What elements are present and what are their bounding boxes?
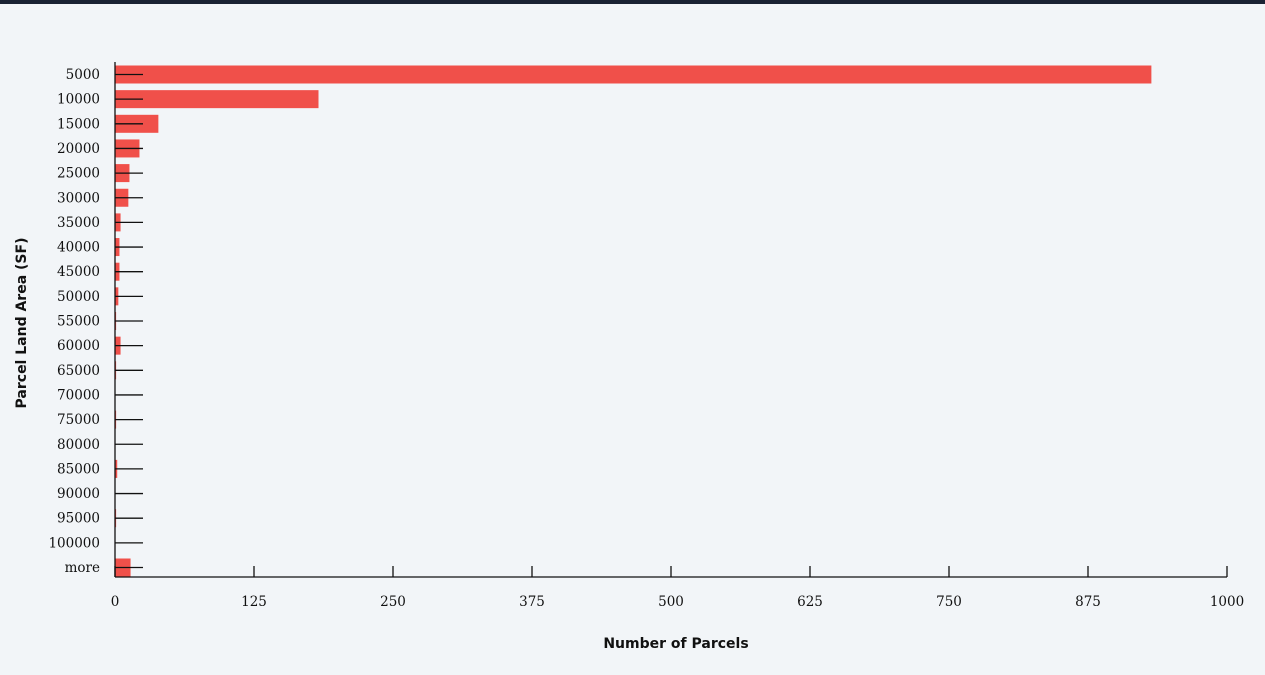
top-border (0, 0, 1265, 4)
x-tick-labels: 0 125 250 375 500 625 750 875 1000 (111, 594, 1244, 610)
y-tick-label: 50000 (57, 289, 100, 305)
y-axis-title: Parcel Land Area (SF) (14, 238, 30, 409)
x-tick-label: 250 (380, 594, 406, 610)
y-tick-label: 80000 (57, 437, 100, 453)
bar (115, 65, 1152, 84)
x-tick-label: 750 (936, 594, 962, 610)
y-tick-label: 60000 (57, 338, 100, 354)
y-tick-label: 25000 (57, 166, 100, 182)
y-tick-label: 75000 (57, 412, 100, 428)
y-tick-label: 45000 (57, 264, 100, 280)
y-tick-label: 95000 (57, 511, 100, 527)
y-tick-label: more (65, 560, 100, 576)
y-tick-label: 10000 (57, 92, 100, 108)
y-tick-label: 70000 (57, 387, 100, 403)
x-tick-label: 500 (658, 594, 684, 610)
bar (115, 90, 319, 109)
y-tick-label: 20000 (57, 141, 100, 157)
y-tick-label: 100000 (48, 535, 100, 551)
bars-group (115, 65, 1152, 577)
y-tick-label: 30000 (57, 190, 100, 206)
y-tick-label: 85000 (57, 461, 100, 477)
y-tick-label: 90000 (57, 486, 100, 502)
x-tick-marks (114, 566, 1228, 577)
x-tick-label: 625 (797, 594, 823, 610)
x-tick-label: 875 (1075, 594, 1101, 610)
x-tick-label: 0 (111, 594, 120, 610)
y-tick-label: 65000 (57, 363, 100, 379)
y-tick-label: 15000 (57, 116, 100, 132)
x-tick-label: 125 (241, 594, 267, 610)
y-tick-marks (115, 73, 143, 569)
y-tick-label: 5000 (66, 67, 100, 83)
y-tick-labels: 5000 10000 15000 20000 25000 30000 35000 40000 4… (48, 67, 100, 576)
x-axis-title: Number of Parcels (603, 636, 748, 652)
y-tick-label: 40000 (57, 240, 100, 256)
y-tick-label: 35000 (57, 215, 100, 231)
x-tick-label: 375 (519, 594, 545, 610)
x-tick-label: 1000 (1210, 594, 1244, 610)
y-tick-label: 55000 (57, 314, 100, 330)
